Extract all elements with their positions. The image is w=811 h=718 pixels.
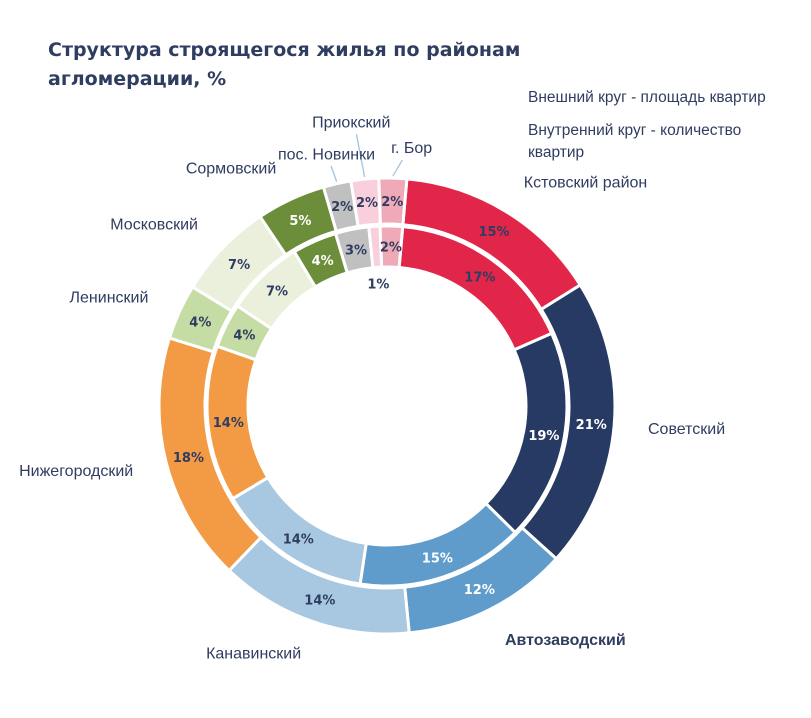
outer-pct-label-10: 2% — [381, 195, 403, 210]
leader-line-8 — [330, 165, 338, 182]
inner-pct-label-10: 2% — [380, 241, 402, 256]
outer-pct-label-6: 7% — [228, 258, 250, 273]
outer-pct-label-0: 15% — [478, 225, 509, 240]
outer-pct-label-9: 2% — [356, 196, 378, 211]
inner-pct-label-4: 14% — [213, 416, 244, 431]
inner-pct-label-1: 19% — [528, 429, 559, 444]
inner-pct-label-8: 3% — [345, 244, 367, 259]
outer-pct-label-2: 12% — [464, 583, 495, 598]
outer-pct-label-4: 18% — [173, 451, 204, 466]
inner-pct-label-6: 7% — [266, 284, 288, 299]
outer-slice-10 — [377, 176, 409, 227]
outer-pct-label-3: 14% — [304, 594, 335, 609]
category-label-7: Сормовский — [186, 161, 276, 178]
outer-pct-label-8: 2% — [331, 200, 353, 215]
outer-pct-label-5: 4% — [189, 315, 211, 330]
category-label-3: Канавинский — [206, 646, 301, 663]
category-label-6: Московский — [110, 217, 198, 234]
inner-pct-label-7: 4% — [312, 254, 334, 269]
category-label-9: Приокский — [312, 114, 390, 131]
inner-pct-label-5: 4% — [233, 329, 255, 344]
legend-outer-ring: Внешний круг - площадь квартир — [528, 89, 766, 106]
outer-pct-label-7: 5% — [289, 214, 311, 229]
inner-pct-label-9: 1% — [367, 277, 389, 292]
inner-pct-label-2: 15% — [422, 551, 453, 566]
category-label-2: Автозаводский — [505, 632, 626, 649]
leader-line-9 — [355, 134, 366, 178]
category-label-5: Ленинский — [70, 290, 149, 307]
legend-inner-ring: Внутренний круг - количество квартир — [528, 122, 742, 161]
category-label-4: Нижегородский — [19, 463, 133, 480]
category-label-1: Советский — [648, 421, 725, 438]
category-label-8: пос. Новинки — [278, 146, 375, 163]
leader-line-10 — [392, 159, 403, 177]
outer-pct-label-1: 21% — [576, 418, 607, 433]
inner-slice-10 — [378, 224, 405, 270]
category-label-0: Кстовский район — [524, 175, 647, 192]
category-label-10: г. Бор — [391, 140, 432, 157]
inner-pct-label-3: 14% — [283, 533, 314, 548]
chart-title: Структура строящегося жилья по районам а… — [48, 39, 521, 90]
inner-pct-label-0: 17% — [464, 270, 495, 285]
